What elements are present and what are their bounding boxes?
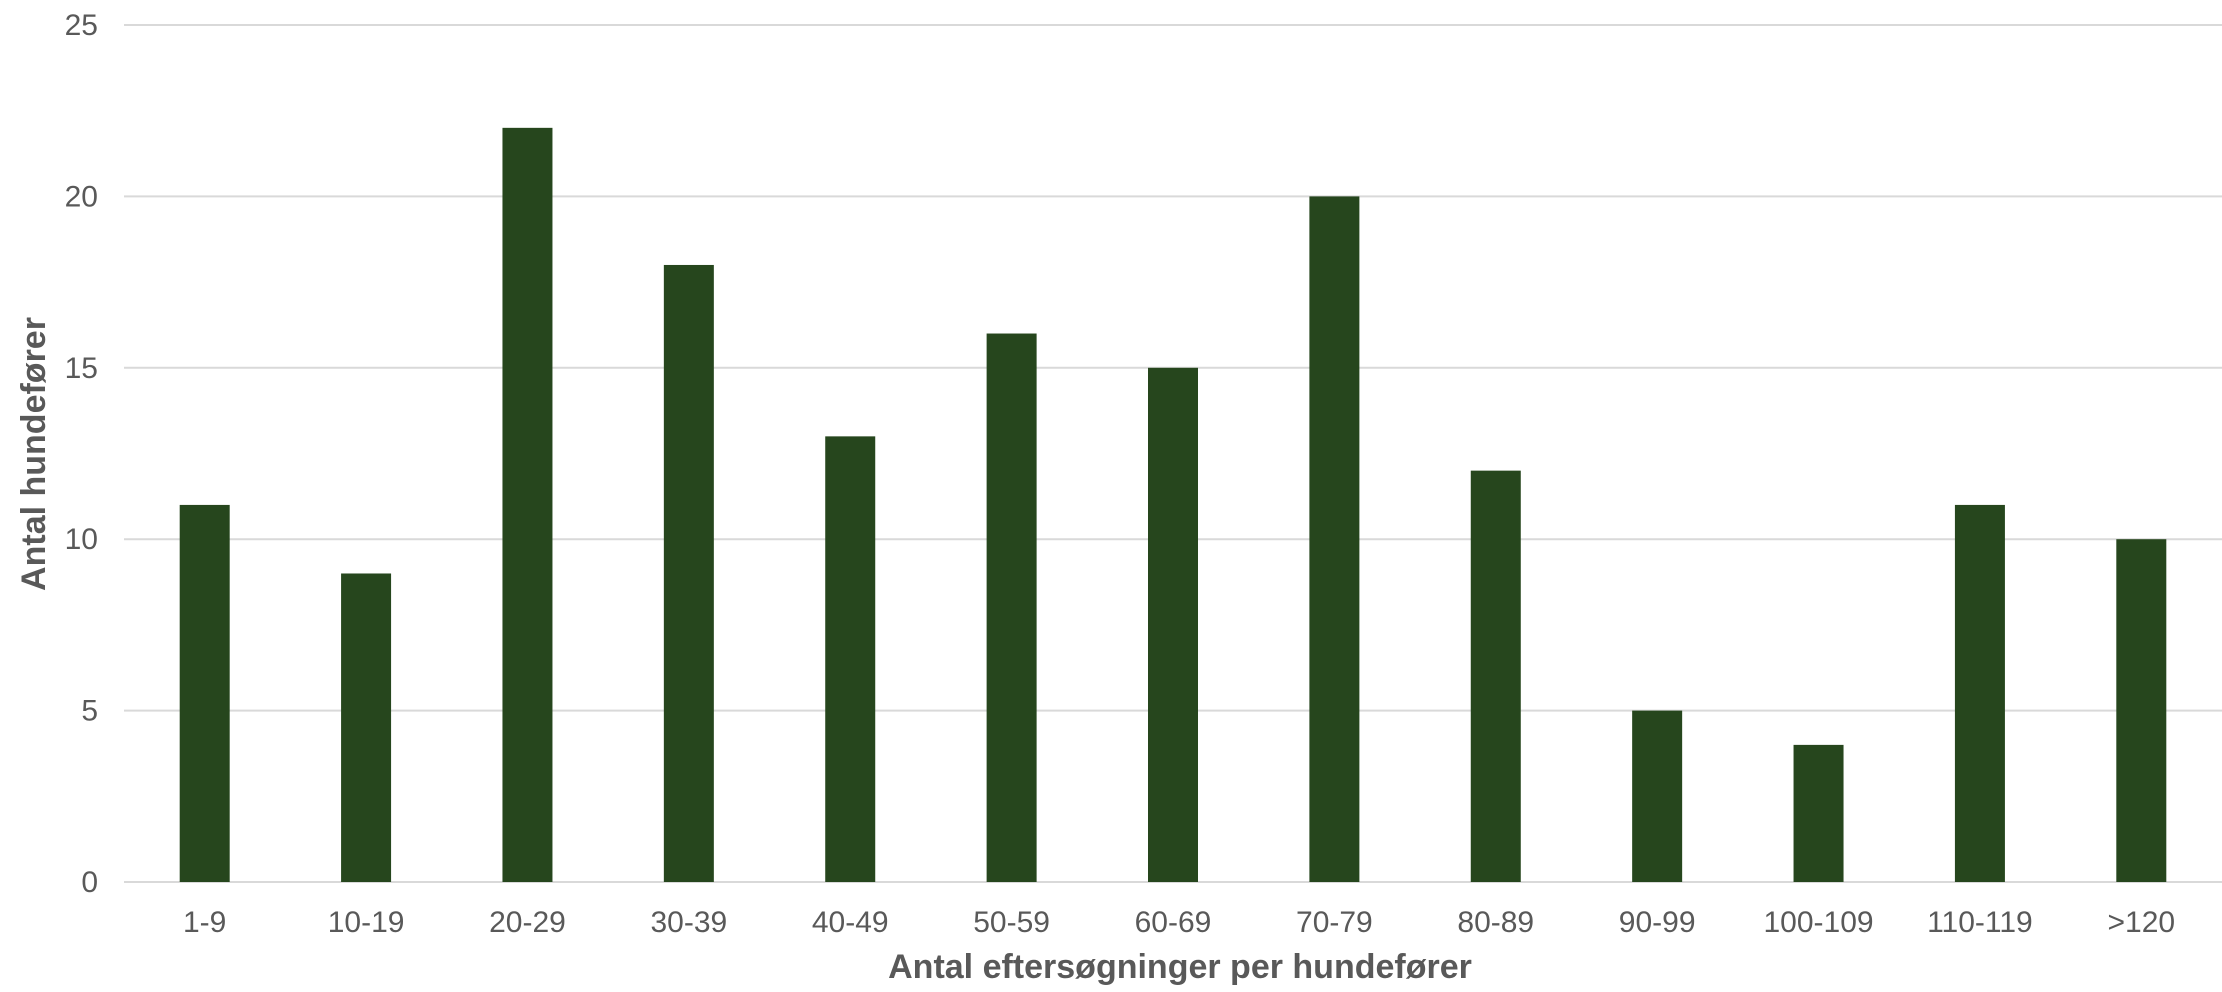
x-tick-label: 110-119 (1927, 906, 2033, 939)
x-tick-label: 60-69 (1135, 906, 1212, 939)
x-tick-label: 50-59 (973, 906, 1050, 939)
bar-10-19 (341, 573, 392, 882)
bar->120 (2116, 539, 2167, 882)
bar-1-9 (179, 504, 230, 882)
y-tick-label: 5 (81, 695, 98, 728)
bars (179, 127, 2167, 883)
x-tick-label: 10-19 (328, 906, 405, 939)
x-tick-label: 100-109 (1763, 906, 1873, 939)
bar-60-69 (1148, 367, 1198, 882)
x-tick-label: 1-9 (183, 906, 226, 939)
bar-110-119 (1954, 504, 2005, 882)
y-tick-label: 10 (65, 523, 98, 556)
bar-40-49 (825, 436, 876, 882)
y-tick-label: 15 (65, 352, 98, 385)
x-tick-label: 20-29 (489, 906, 566, 939)
x-tick-label: 30-39 (650, 906, 727, 939)
x-tick-label: 40-49 (812, 906, 889, 939)
bar-30-39 (663, 264, 714, 883)
bar-90-99 (1632, 710, 1683, 882)
y-axis-ticks: 0 5 10 15 20 25 (65, 9, 98, 899)
y-tick-label: 25 (65, 9, 98, 42)
y-axis-title: Antal hundefører (15, 317, 53, 591)
bar-100-109 (1793, 744, 1844, 882)
x-tick-label: 70-79 (1296, 906, 1373, 939)
y-tick-label: 20 (65, 180, 98, 213)
x-tick-label: 80-89 (1457, 906, 1534, 939)
bar-70-79 (1309, 196, 1360, 882)
x-tick-label: 90-99 (1619, 906, 1696, 939)
x-tick-label: >120 (2108, 906, 2176, 939)
bar-20-29 (502, 127, 553, 883)
bar-80-89 (1470, 470, 1521, 882)
x-axis-title: Antal eftersøgninger per hundefører (888, 948, 1472, 986)
bar-50-59 (986, 333, 1037, 882)
x-axis-ticks: 1-9 10-19 20-29 30-39 40-49 50-59 60-69 70-79 80… (183, 906, 2175, 939)
y-tick-label: 0 (81, 866, 98, 899)
